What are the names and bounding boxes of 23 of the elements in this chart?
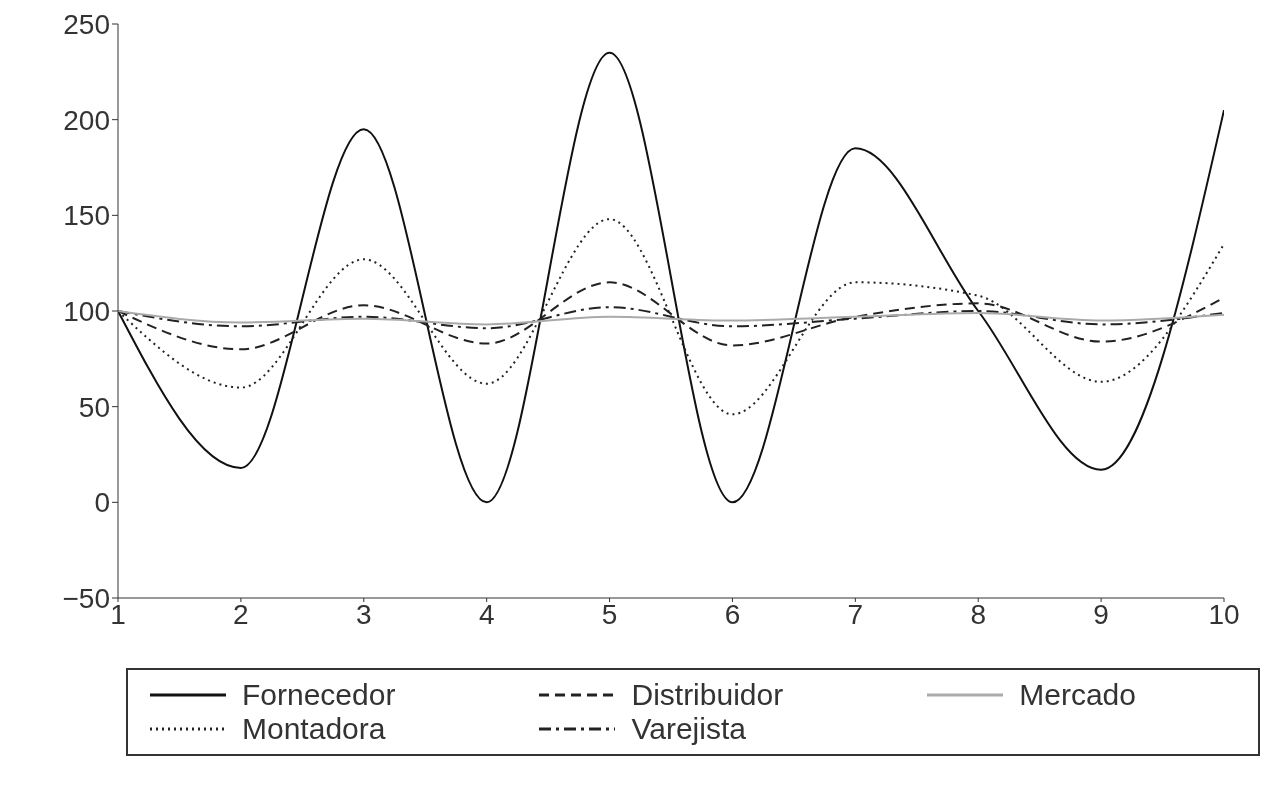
x-tick-label: 9	[1093, 598, 1109, 630]
y-tick-label: 50	[78, 391, 110, 423]
x-tick-label: 10	[1208, 598, 1240, 630]
y-tick-label: 100	[63, 295, 110, 327]
y-tick-label: 250	[63, 8, 110, 40]
x-tick-label: 5	[601, 598, 618, 630]
y-tick-label: −50	[62, 582, 110, 614]
x-tick-label: 3	[355, 598, 372, 630]
legend-label: Varejista	[631, 712, 746, 746]
x-tick-label: 7	[847, 598, 864, 630]
legend-label: Distribuidor	[631, 678, 784, 712]
legend-label: Mercado	[1019, 678, 1136, 712]
y-tick-label: 0	[94, 487, 110, 519]
x-tick-label: 2	[233, 598, 249, 630]
line-series	[118, 51, 1224, 504]
x-tick-label: 1	[110, 598, 126, 630]
x-tick-label: 6	[724, 598, 741, 630]
x-tick-label: 4	[478, 598, 495, 630]
x-tick-label: 8	[970, 598, 987, 630]
y-tick-label: 200	[63, 104, 110, 136]
legend-label: Montadora	[242, 712, 386, 746]
y-tick-label: 150	[63, 200, 110, 232]
legend-label: Fornecedor	[242, 678, 396, 712]
